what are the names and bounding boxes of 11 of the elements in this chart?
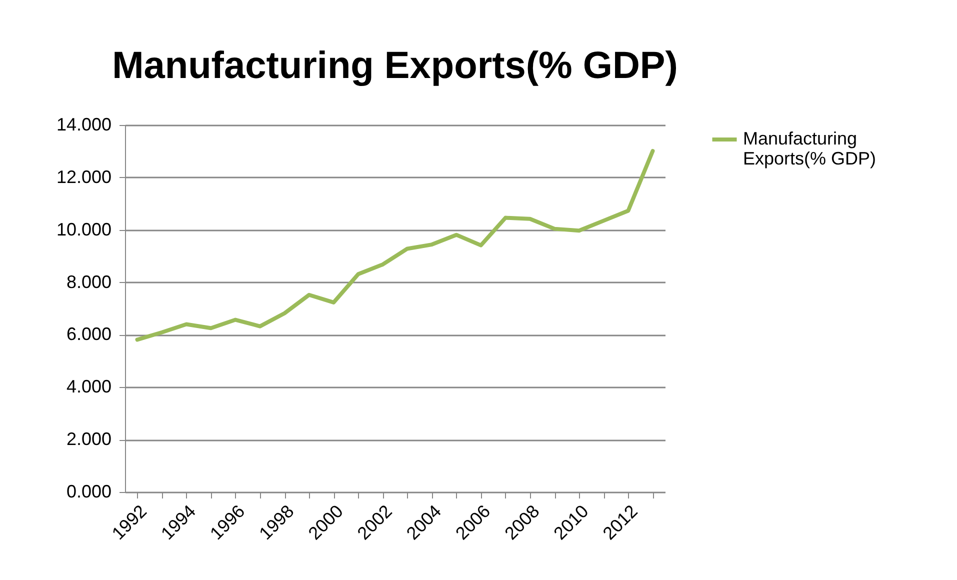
y-tick-label: 6.000 [66,324,112,344]
y-tick-label: 10.000 [56,219,112,240]
y-tick-label: 0.000 [66,482,112,502]
y-tick-label: 8.000 [66,272,112,292]
chart-title: Manufacturing Exports(% GDP) [112,45,678,87]
y-tick-label: 14.000 [56,114,112,134]
y-tick-label: 12.000 [56,166,112,187]
y-tick-label: 4.000 [66,376,112,397]
y-tick-label: 2.000 [66,429,112,450]
legend-label: Manufacturing Exports(% GDP) [743,128,876,168]
line-series [135,148,655,342]
